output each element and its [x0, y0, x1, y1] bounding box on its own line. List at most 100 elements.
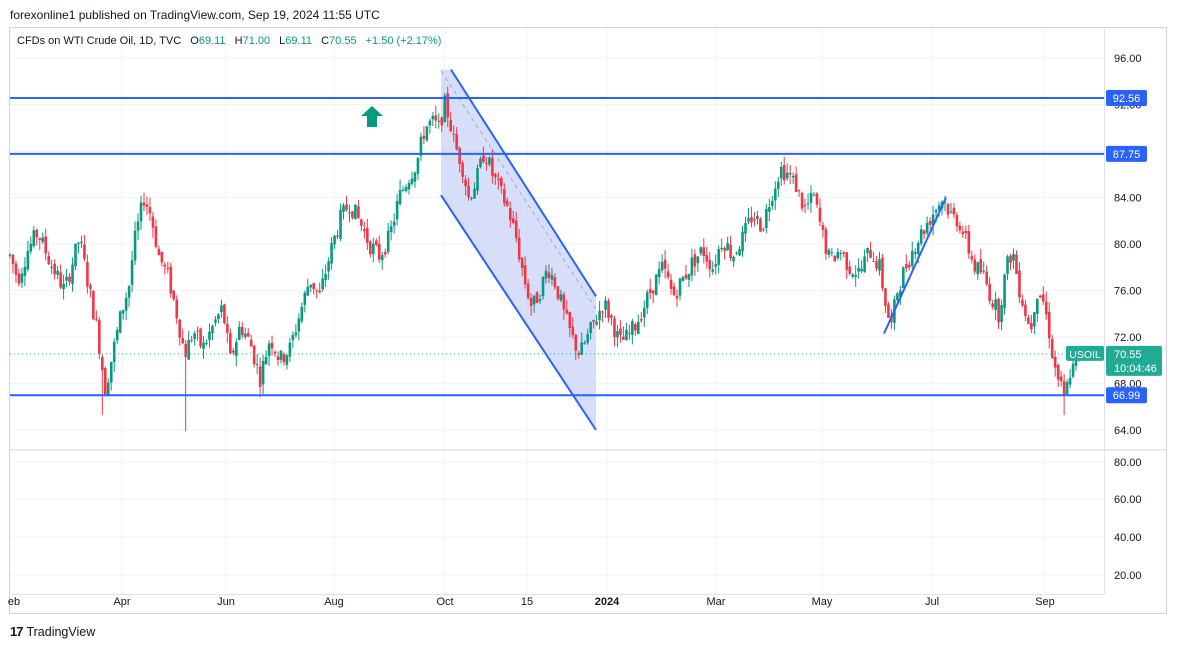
symbol-description[interactable]: CFDs on WTI Crude Oil, 1D, TVC — [17, 35, 182, 47]
candle-body — [788, 172, 792, 175]
candle-body — [145, 204, 149, 207]
candle-body — [687, 273, 691, 280]
candle-body — [226, 324, 229, 333]
candle-body — [467, 185, 470, 198]
candle-body — [291, 334, 295, 341]
candle-body — [300, 306, 304, 322]
candle-body — [121, 310, 125, 314]
candle-body — [580, 342, 584, 355]
candle-body — [827, 250, 831, 255]
candle-body — [363, 229, 366, 232]
candle-body — [771, 200, 774, 206]
level-price-tag — [1106, 387, 1147, 404]
candle-body — [773, 188, 777, 201]
candle-body — [547, 272, 551, 278]
candle-body — [1038, 295, 1042, 298]
chart-legend: CFDs on WTI Crude Oil, 1D, TVC O69.11 H7… — [17, 35, 441, 47]
candle-body — [550, 275, 554, 280]
candle-body — [130, 260, 134, 286]
chart-frame[interactable] — [9, 27, 1167, 614]
candle-body — [211, 325, 214, 334]
candle-body — [464, 179, 467, 187]
candle-body — [315, 289, 319, 291]
candle-body — [443, 95, 447, 123]
candle-body — [136, 221, 140, 231]
candle-body — [485, 162, 488, 164]
candle-body — [690, 257, 694, 276]
candle-body — [937, 205, 941, 211]
candle-body — [1000, 304, 1003, 322]
candle-body — [208, 331, 211, 340]
candle-body — [252, 345, 256, 365]
candle-body — [74, 243, 77, 267]
candle-body — [374, 240, 378, 245]
tradingview-logo-text: TradingView — [26, 624, 96, 639]
candle-body — [71, 264, 74, 284]
candle-body — [1044, 301, 1048, 315]
candle-body — [449, 120, 453, 132]
candle-body — [648, 288, 652, 294]
candle-body — [434, 115, 438, 121]
candle-body — [345, 204, 348, 211]
candle-body — [759, 218, 762, 232]
candle-body — [282, 353, 286, 363]
candle-body — [1006, 256, 1009, 274]
candle-body — [503, 189, 506, 204]
candle-body — [657, 269, 661, 278]
candle-body — [1071, 363, 1075, 377]
candle-body — [532, 295, 536, 305]
candle-body — [708, 260, 712, 270]
candle-body — [517, 237, 521, 260]
candle-body — [86, 262, 89, 287]
candle-body — [806, 203, 810, 205]
candle-body — [958, 225, 962, 231]
trend-line — [883, 197, 947, 334]
candle-body — [994, 299, 997, 310]
candle-body — [520, 257, 524, 269]
candle-body — [634, 324, 637, 331]
time-tick-label: Jul — [925, 596, 939, 608]
candle-body — [237, 326, 241, 340]
candle-body — [53, 263, 56, 275]
candle-body — [404, 186, 408, 191]
candle-body — [422, 135, 426, 139]
candle-body — [1068, 377, 1072, 385]
candle-body — [663, 259, 667, 269]
candle-body — [47, 256, 51, 265]
candle-body — [931, 214, 935, 226]
candle-body — [1030, 323, 1033, 330]
candle-body — [619, 328, 622, 335]
candle-body — [902, 267, 905, 289]
candle-body — [744, 223, 747, 234]
candle-body — [169, 266, 173, 294]
candle-body — [982, 270, 986, 272]
candle-body — [29, 243, 33, 252]
candle-body — [59, 272, 62, 288]
candle-body — [571, 326, 575, 336]
candle-body — [848, 266, 852, 274]
price-tick-label: 76.00 — [1114, 286, 1142, 298]
candle-body — [535, 292, 539, 304]
candle-body — [178, 319, 182, 338]
candle-body — [702, 247, 706, 256]
candle-body — [574, 334, 578, 351]
candle-body — [598, 310, 601, 321]
candle-body — [151, 216, 155, 228]
candle-body — [684, 274, 688, 279]
candle-body — [985, 271, 988, 285]
candle-body — [592, 319, 595, 323]
candle-body — [836, 251, 840, 258]
level-price-tag — [1106, 145, 1147, 162]
candle-body — [1033, 312, 1036, 327]
candle-body — [106, 382, 110, 396]
candle-body — [538, 299, 542, 301]
tradingview-logo[interactable]: 17 TradingView — [10, 624, 95, 639]
change-value: +1.50 (+2.17%) — [365, 35, 442, 47]
candle-body — [14, 263, 18, 275]
candle-body — [181, 338, 185, 344]
candle-body — [214, 319, 217, 323]
candle-body — [699, 247, 703, 254]
candle-body — [514, 220, 518, 239]
close-value: 70.55 — [329, 35, 357, 47]
